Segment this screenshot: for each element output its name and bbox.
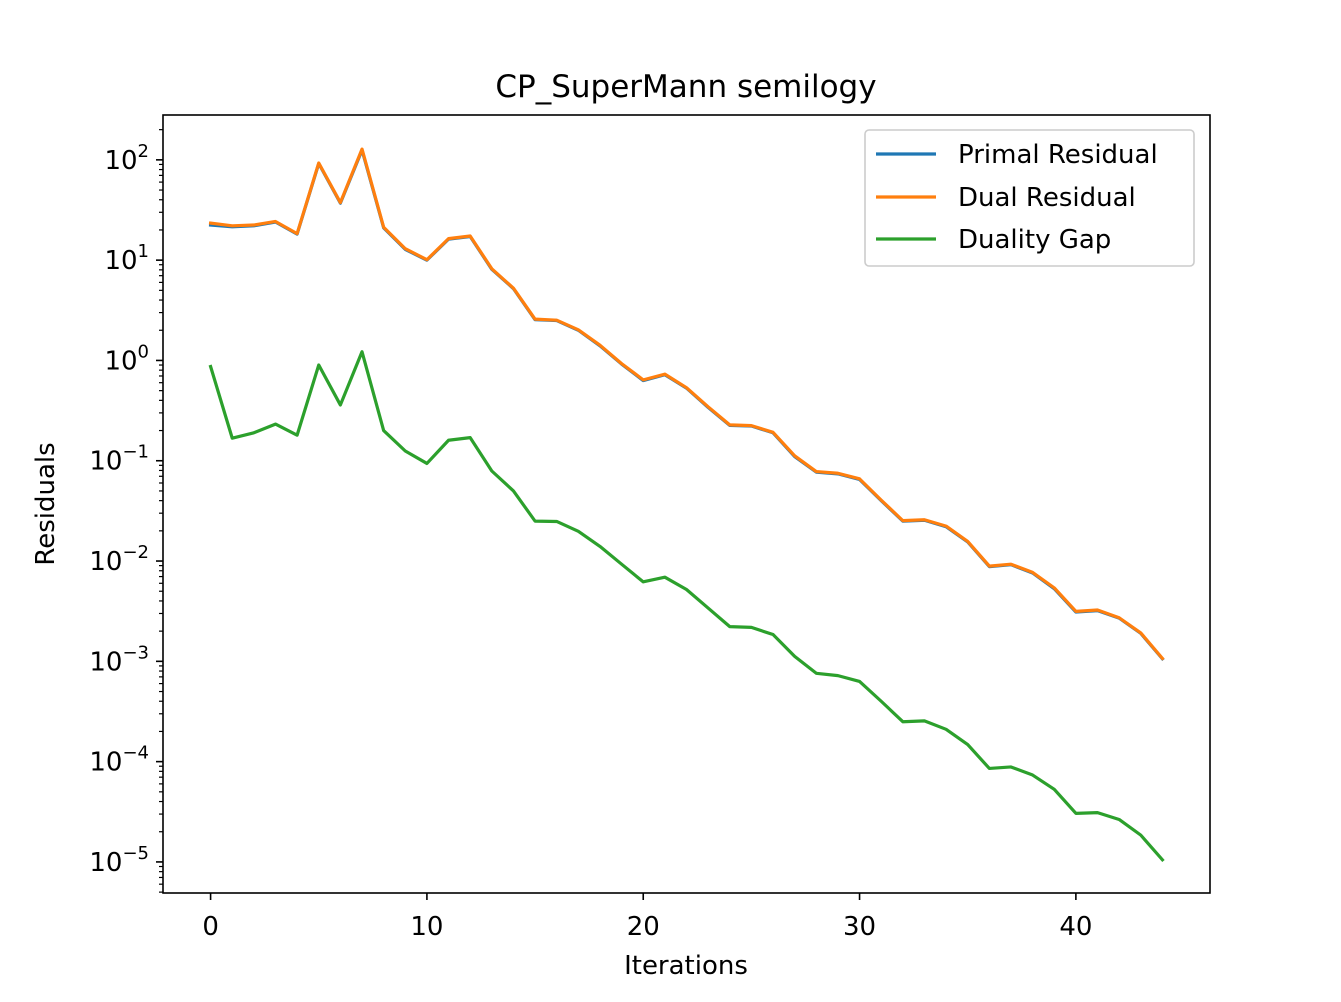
series-line-dual-residual [208, 147, 1165, 661]
x-tick-label: 10 [410, 912, 443, 942]
y-tick-label: 10−1 [89, 442, 149, 477]
y-tick-label: 10−3 [89, 642, 149, 677]
x-tick-label: 30 [843, 912, 876, 942]
x-tick-label: 20 [627, 912, 660, 942]
y-tick-label: 101 [104, 241, 149, 276]
y-tick-label: 100 [104, 341, 149, 376]
axes-layer: 0 10 20 30 40 10−5 10−4 10−3 10−2 10−1 100 101 102 [89, 129, 1092, 942]
series-line-duality-gap [208, 350, 1165, 863]
chart-title: CP_SuperMann semilogy [495, 69, 876, 105]
y-tick-label: 10−4 [89, 743, 149, 778]
legend-frame [864, 129, 1195, 267]
y-axis-label: Residuals [31, 442, 61, 565]
y-tick-label: 102 [104, 141, 149, 176]
x-tick-label: 40 [1059, 912, 1092, 942]
legend: Primal Residual Dual Residual Duality Ga… [864, 129, 1195, 267]
y-tick-label: 10−2 [89, 542, 149, 577]
x-tick-label: 0 [202, 912, 219, 942]
legend-label-primal-residual: Primal Residual [958, 140, 1158, 170]
plot-layer [208, 147, 1165, 863]
x-axis-label: Iterations [624, 951, 748, 981]
y-tick-label: 10−5 [89, 843, 149, 878]
legend-label-dual-residual: Dual Residual [958, 183, 1136, 213]
plot-frame [162, 114, 1211, 894]
legend-label-duality-gap: Duality Gap [958, 225, 1111, 255]
